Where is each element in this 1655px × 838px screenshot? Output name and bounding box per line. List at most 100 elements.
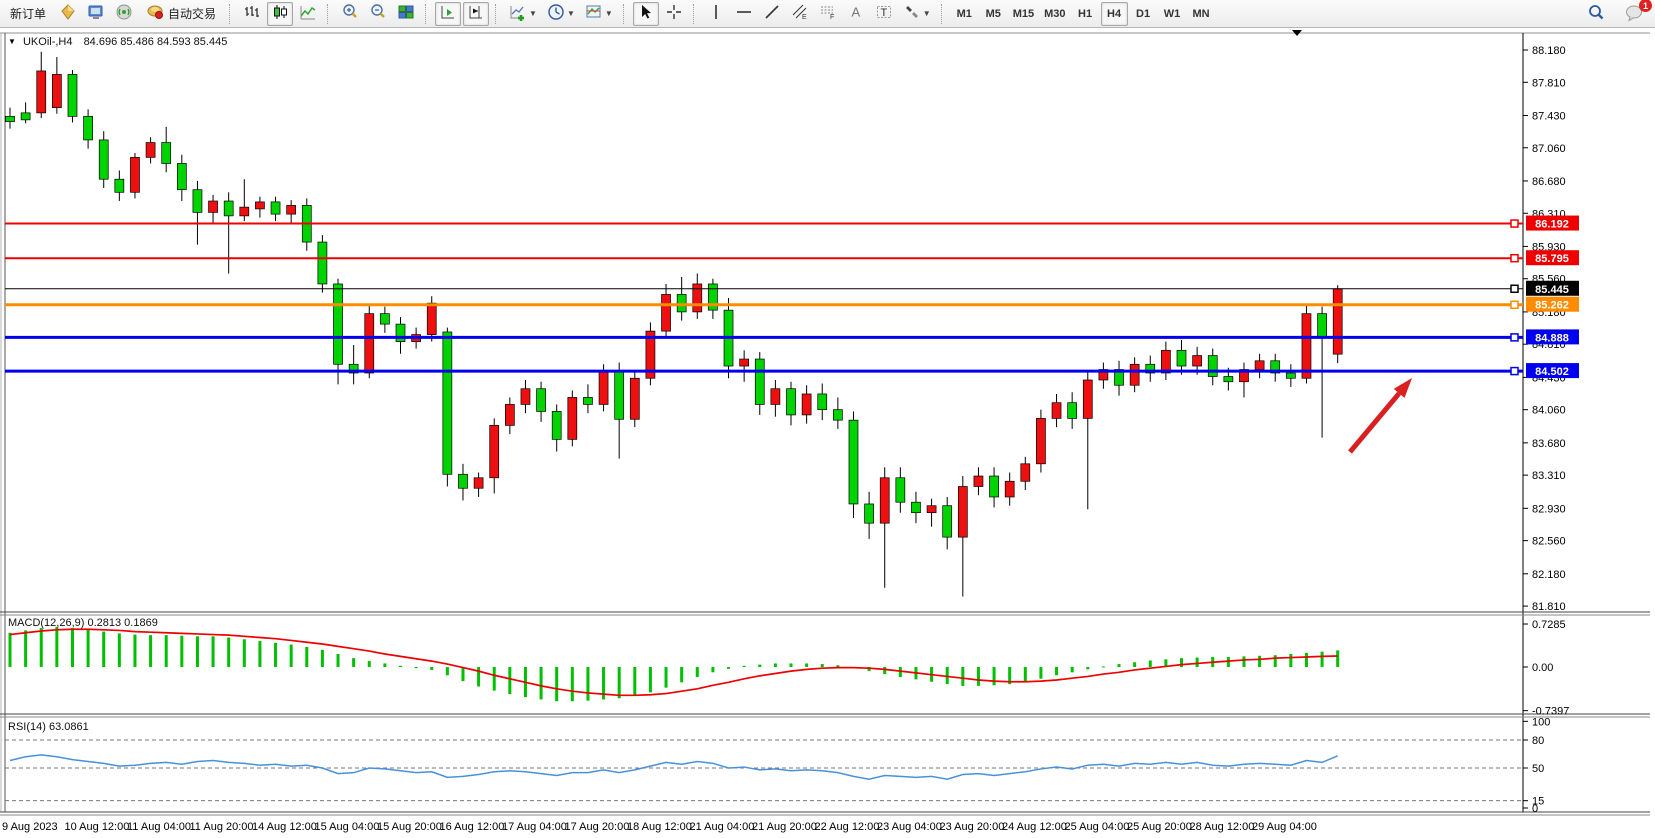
chart-shift-button[interactable] xyxy=(463,1,490,26)
macd-histogram-bar xyxy=(1148,660,1152,667)
candle-body xyxy=(5,115,15,122)
price-tick-label: 87.810 xyxy=(1532,77,1566,89)
time-axis-label: 25 Aug 04:00 xyxy=(1065,821,1130,833)
toolbar-separator xyxy=(327,3,332,24)
candle-body xyxy=(161,142,172,164)
trendline-button[interactable] xyxy=(759,2,785,26)
zoom-in-button[interactable] xyxy=(337,2,363,26)
candle-body xyxy=(786,388,796,416)
signals-button[interactable] xyxy=(111,2,137,26)
macd-histogram-bar xyxy=(633,667,637,696)
chevron-down-icon: ▼ xyxy=(566,9,575,18)
zoom-out-button[interactable] xyxy=(365,2,391,26)
horizontal-line-button[interactable] xyxy=(731,2,757,26)
macd-histogram-bar xyxy=(1273,655,1277,667)
macd-histogram-bar xyxy=(149,635,153,667)
candle-body xyxy=(567,397,578,440)
price-chart-canvas[interactable]: 88.18087.81087.43087.06086.68086.31085.9… xyxy=(0,28,1655,838)
terminal-button[interactable] xyxy=(83,2,109,26)
macd-histogram-bar xyxy=(164,635,168,667)
text-button[interactable]: A xyxy=(843,2,869,26)
vertical-line-button[interactable] xyxy=(703,2,729,26)
time-axis-label: 16 Aug 12:00 xyxy=(440,821,505,833)
rsi-line xyxy=(9,754,1338,780)
auto-trading-button[interactable]: 自动交易 xyxy=(139,2,223,26)
macd-histogram-bar xyxy=(680,667,684,683)
search-button[interactable] xyxy=(1583,2,1609,26)
crosshair-button[interactable] xyxy=(661,2,687,26)
tile-windows-button[interactable] xyxy=(393,2,419,26)
candle-body xyxy=(1317,313,1327,339)
trend-arrow-annotation[interactable] xyxy=(1348,391,1402,454)
timeframe-h1[interactable]: H1 xyxy=(1078,7,1093,20)
indicators-button[interactable]: ▼ xyxy=(505,2,541,26)
new-order-button[interactable]: 新订单 xyxy=(10,7,47,21)
candle-body xyxy=(1145,363,1156,374)
candle-body xyxy=(114,178,125,193)
macd-histogram-bar xyxy=(180,635,184,667)
collapse-triangle-icon[interactable]: ▼ xyxy=(8,37,16,46)
macd-histogram-bar xyxy=(1117,664,1121,667)
text-label-button[interactable]: T xyxy=(871,2,897,26)
arrows-tool-button[interactable]: ▼ xyxy=(899,2,935,26)
candle-body xyxy=(36,70,47,114)
price-tick-label: 88.180 xyxy=(1532,45,1566,57)
cursor-button[interactable] xyxy=(632,1,659,26)
macd-histogram-bar xyxy=(586,667,590,701)
timeframe-m5[interactable]: M5 xyxy=(985,7,1001,20)
timeframe-mn[interactable]: MN xyxy=(1192,7,1210,20)
indicators-icon xyxy=(509,3,527,24)
macd-histogram-bar xyxy=(1164,659,1168,667)
macd-histogram-bar xyxy=(617,667,621,699)
candle-body xyxy=(1020,463,1031,482)
macd-histogram-bar xyxy=(320,649,324,667)
price-tick-label: 82.930 xyxy=(1532,503,1566,515)
price-tag-label: 86.192 xyxy=(1535,219,1569,231)
templates-button[interactable]: ▼ xyxy=(581,2,617,26)
fibonacci-button[interactable]: F xyxy=(815,2,841,26)
periods-icon xyxy=(547,3,565,24)
timeframe-m30[interactable]: M30 xyxy=(1044,7,1066,20)
macd-histogram-bar xyxy=(211,636,215,667)
timeframe-m15[interactable]: M15 xyxy=(1012,7,1035,20)
bar-chart-button[interactable] xyxy=(239,2,265,26)
periods-button[interactable]: ▼ xyxy=(543,2,579,26)
market-watch-button[interactable] xyxy=(55,2,81,26)
line-chart-button[interactable] xyxy=(295,2,321,26)
macd-histogram-bar xyxy=(742,665,746,667)
macd-histogram-bar xyxy=(1180,658,1183,667)
candle-body xyxy=(911,501,921,514)
arrows-icon xyxy=(903,3,921,24)
chart-shift-marker[interactable] xyxy=(1292,30,1302,36)
timeframe-d1[interactable]: D1 xyxy=(1136,7,1151,20)
auto-scroll-button[interactable] xyxy=(435,1,462,26)
macd-histogram-bar xyxy=(1086,667,1090,670)
time-axis-label: 17 Aug 20:00 xyxy=(565,821,630,833)
macd-histogram-bar xyxy=(477,667,481,687)
svg-text:T: T xyxy=(880,7,887,19)
candle-body xyxy=(770,388,781,405)
price-tag-label: 85.445 xyxy=(1535,284,1569,296)
macd-histogram-bar xyxy=(1133,662,1137,667)
macd-histogram-bar xyxy=(383,663,387,667)
candlestick-chart-button[interactable] xyxy=(267,1,294,26)
macd-histogram-bar xyxy=(695,667,699,678)
macd-histogram-bar xyxy=(399,665,402,667)
macd-histogram-bar xyxy=(336,654,340,667)
timeframe-h4[interactable]: H4 xyxy=(1100,1,1128,26)
timeframe-w1[interactable]: W1 xyxy=(1163,7,1181,20)
chart-window[interactable]: 88.180 87.810 87.430 87.060 86.680 86.310 85.9… xyxy=(0,28,1655,838)
candle-body xyxy=(957,486,968,538)
tile-windows-icon xyxy=(397,3,415,24)
candle-body xyxy=(442,331,453,475)
notifications-button[interactable]: 1 xyxy=(1620,0,1652,26)
price-tag xyxy=(1526,250,1579,266)
timeframe-m1[interactable]: M1 xyxy=(956,7,972,20)
channel-button[interactable]: E xyxy=(787,2,813,26)
svg-text:F: F xyxy=(830,14,834,21)
macd-histogram-bar xyxy=(414,667,418,669)
candle-body xyxy=(473,477,484,489)
search-icon xyxy=(1587,4,1605,25)
candle-body xyxy=(223,200,234,217)
candle-body xyxy=(192,189,203,213)
